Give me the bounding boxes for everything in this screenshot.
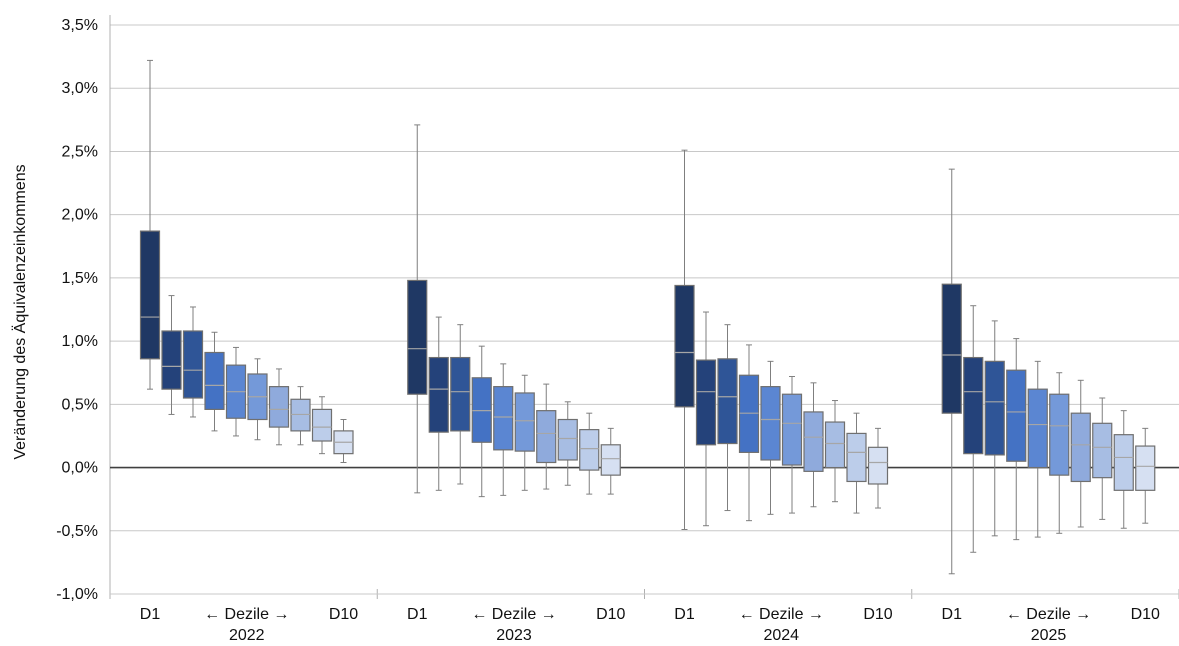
box-2022-d1 <box>139 230 161 360</box>
box-2023-d5 <box>493 386 514 451</box>
x-label-first-decile: D1 <box>674 606 695 623</box>
box-2025-d4 <box>1006 369 1027 462</box>
box-2023-d4 <box>471 377 492 443</box>
x-label-first-decile: D1 <box>140 606 161 623</box>
box-2022-d2 <box>161 330 182 390</box>
x-label-year: 2022 <box>229 627 265 644</box>
box-2024-d7 <box>803 411 824 472</box>
box-2025-d10 <box>1135 445 1156 491</box>
x-label-deciles: ← Dezile → <box>1006 606 1091 623</box>
y-tick-label: -1,0% <box>56 586 98 603</box>
box-2023-d9 <box>579 429 600 471</box>
x-label-year: 2025 <box>1031 627 1067 644</box>
y-tick-label: 3,0% <box>62 80 98 97</box>
y-axis-title: Veränderung des Äquivalenzeinkommens <box>11 164 29 459</box>
box-2024-d2 <box>695 359 717 446</box>
box-2022-d9 <box>311 408 333 442</box>
y-tick-label: 0,5% <box>62 396 98 413</box>
box-2024-d8 <box>824 421 846 469</box>
y-tick-label: 2,0% <box>62 207 98 224</box>
y-tick-label: -0,5% <box>56 523 98 540</box>
box-2024-d6 <box>781 393 803 466</box>
box-2024-d10 <box>867 446 889 485</box>
x-label-last-decile: D10 <box>596 606 625 623</box>
x-label-last-decile: D10 <box>329 606 358 623</box>
box-2022-d3 <box>182 330 204 399</box>
box-2025-d8 <box>1092 422 1113 479</box>
box-2025-d6 <box>1049 393 1070 476</box>
box-2025-d7 <box>1070 412 1091 483</box>
y-axis-tick-labels: -1,0% -0,5% 0,0% 0,5% 1,0% 1,5% 2,0% 2,5% 3,0% 3,… <box>56 17 98 603</box>
box-2024-d1 <box>674 284 695 408</box>
box-2023-d2 <box>428 356 449 433</box>
box-2023-d8 <box>557 418 578 461</box>
box-2024-d9 <box>846 432 867 483</box>
box-2022-d4 <box>204 351 225 410</box>
box-2023-d7 <box>536 410 557 464</box>
y-tick-label: 0,0% <box>62 460 98 477</box>
axes <box>109 15 1179 599</box>
box-2022-d7 <box>268 386 290 428</box>
box-2023-d10 <box>600 444 621 476</box>
box-2023-d3 <box>450 356 471 432</box>
box-2025-d5 <box>1027 388 1048 469</box>
y-tick-label: 1,5% <box>62 270 98 287</box>
x-label-year: 2023 <box>496 627 532 644</box>
box-series <box>139 59 1156 575</box>
box-2025-d1 <box>941 283 962 414</box>
y-tick-label: 2,5% <box>62 143 98 160</box>
box-2023-d6 <box>514 392 535 452</box>
box-2025-d2 <box>963 356 984 455</box>
box-2024-d5 <box>760 386 781 461</box>
x-label-first-decile: D1 <box>407 606 428 623</box>
x-label-last-decile: D10 <box>863 606 892 623</box>
x-label-deciles: ← Dezile → <box>739 606 824 623</box>
x-label-first-decile: D1 <box>942 606 963 623</box>
box-2025-d9 <box>1113 434 1134 491</box>
y-tick-label: 1,0% <box>62 333 98 350</box>
box-2022-d8 <box>290 398 311 432</box>
x-axis-labels: D1 ← Dezile → D10 2022 D1 ← Dezile → D10 2023 D1… <box>140 606 1160 644</box>
box-2025-d3 <box>984 360 1005 456</box>
x-label-deciles: ← Dezile → <box>471 606 556 623</box>
x-label-year: 2024 <box>763 627 799 644</box>
x-label-deciles: ← Dezile → <box>204 606 289 623</box>
x-label-last-decile: D10 <box>1131 606 1160 623</box>
box-2024-d4 <box>738 374 760 453</box>
gridlines <box>110 24 1179 595</box>
box-2023-d1 <box>407 279 428 395</box>
box-2024-d3 <box>717 358 738 445</box>
y-tick-label: 3,5% <box>62 17 98 34</box>
